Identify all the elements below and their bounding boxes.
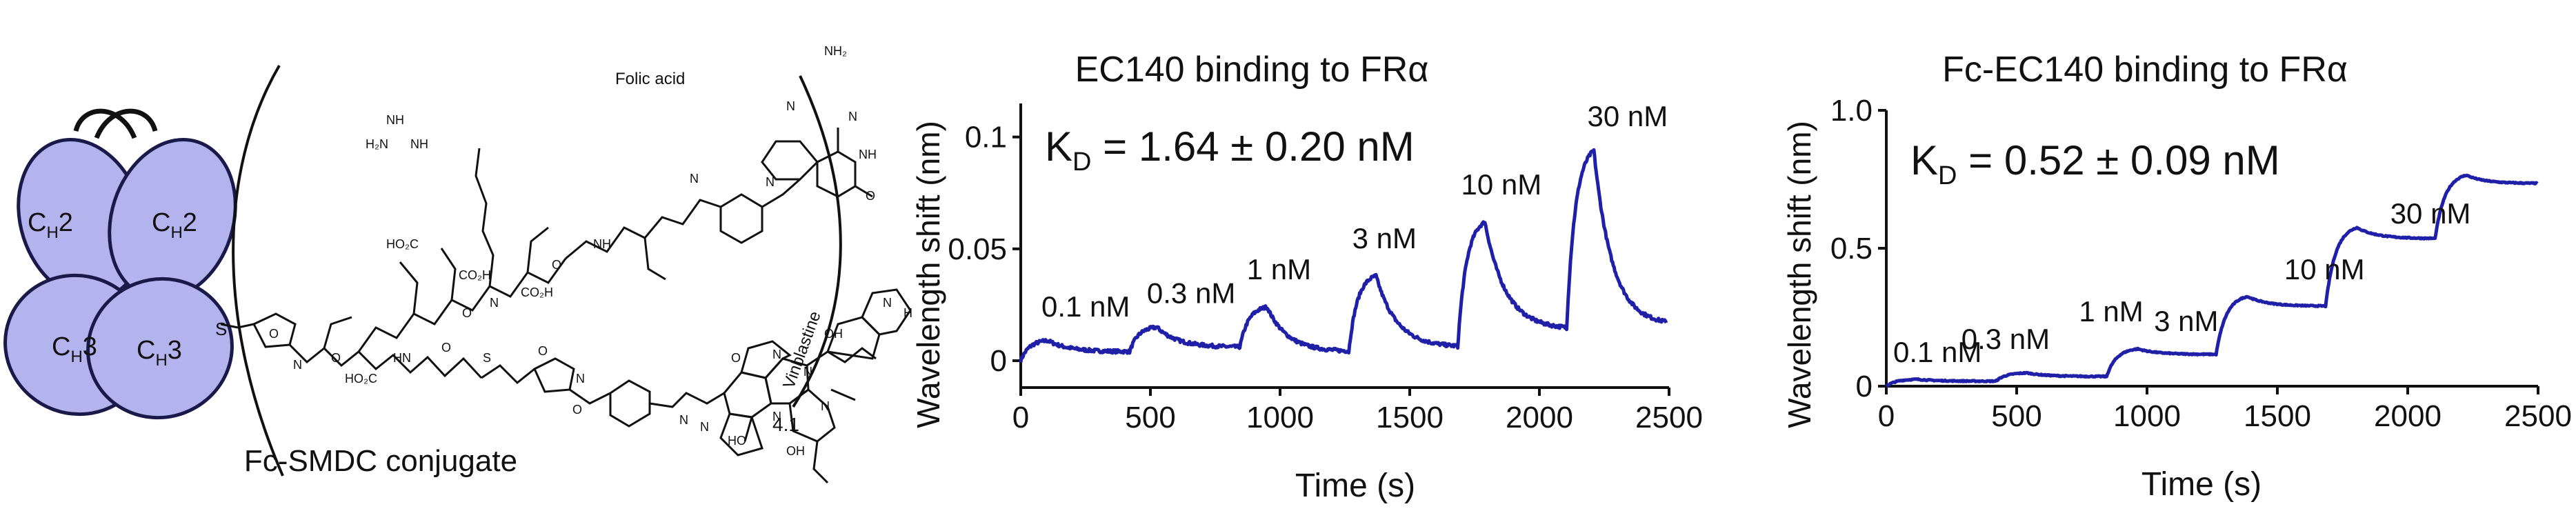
svg-text:N: N	[576, 372, 585, 385]
y-tick-label: 0	[990, 344, 1007, 378]
step-label: 0.1 nM	[1893, 336, 1981, 368]
fc-hinge-right	[94, 108, 158, 139]
y-tick-label: 1.0	[1830, 94, 1873, 128]
y-tick-label: 0.5	[1830, 232, 1873, 266]
x-tick-label: 2000	[2374, 399, 2442, 433]
svg-text:NH: NH	[386, 113, 404, 127]
chart-title: Fc-EC140 binding to FRα	[1942, 50, 2348, 90]
ch3-domain-right	[86, 277, 234, 420]
svg-text:O: O	[462, 306, 472, 320]
x-tick-label: 500	[1991, 399, 2041, 433]
step-label: 1 nM	[2079, 295, 2143, 328]
x-tick-label: 0	[1878, 399, 1895, 433]
kd-annotation: KD = 0.52 ± 0.09 nM	[1910, 137, 2280, 190]
svg-text:O: O	[866, 189, 875, 203]
step-label: 1 nM	[1247, 253, 1311, 285]
step-label: 0.3 nM	[1147, 277, 1235, 309]
svg-text:N: N	[772, 348, 781, 361]
svg-text:NH: NH	[410, 137, 428, 151]
ch2-left-label: CH2	[28, 208, 73, 242]
y-tick-label: 0.1	[965, 121, 1007, 154]
svg-text:N: N	[490, 296, 499, 310]
svg-text:CO₂H: CO₂H	[459, 268, 491, 282]
chart-title: EC140 binding to FRα	[1075, 50, 1429, 90]
binding-trace	[1019, 148, 1668, 363]
svg-text:N: N	[700, 420, 709, 434]
x-tick-label: 1500	[2244, 399, 2311, 433]
fc-ec140-binding-chart: Fc-EC140 binding to FRα Wavelength shift…	[1781, 50, 2572, 503]
svg-text:NH: NH	[859, 148, 877, 161]
svg-text:HO₂C: HO₂C	[345, 372, 377, 385]
svg-text:N: N	[679, 413, 688, 427]
x-tick-label: 1500	[1376, 401, 1444, 434]
folic-acid-label: Folic acid	[615, 70, 685, 88]
chemical-structure	[237, 128, 912, 484]
step-label: 3 nM	[2154, 305, 2218, 337]
svg-text:N: N	[772, 410, 781, 423]
svg-text:HO₂C: HO₂C	[386, 237, 419, 251]
schematic-caption: Fc-SMDC conjugate	[244, 444, 517, 478]
step-label: 10 nM	[2284, 253, 2365, 285]
step-label: 0.3 nM	[1961, 323, 2050, 355]
ch3-left-label: CH3	[52, 332, 97, 366]
svg-text:N: N	[293, 358, 302, 372]
svg-text:OH: OH	[824, 327, 843, 341]
svg-text:O: O	[731, 351, 741, 365]
ch3-right-label: CH3	[137, 336, 182, 370]
fc-hinge-left	[73, 108, 137, 139]
y-axis-label: Wavelength shift (nm)	[910, 121, 946, 428]
x-tick-label: 0	[1012, 401, 1029, 434]
y-tick-label: 0.05	[948, 232, 1007, 266]
x-tick-label: 500	[1125, 401, 1175, 434]
ch2-right-label: CH2	[152, 208, 197, 242]
x-axis-label: Time (s)	[2141, 466, 2262, 503]
x-tick-label: 2000	[1506, 401, 1573, 434]
svg-text:OH: OH	[786, 444, 805, 458]
linker-bond	[220, 323, 239, 329]
svg-text:N: N	[883, 296, 892, 310]
step-label: 30 nM	[2390, 197, 2471, 230]
svg-text:NH₂: NH₂	[824, 44, 847, 58]
svg-text:S: S	[483, 351, 491, 365]
svg-text:O: O	[552, 258, 561, 272]
left-bracket	[232, 64, 284, 477]
svg-text:N: N	[803, 365, 812, 379]
step-label: 3 nM	[1352, 222, 1417, 254]
x-tick-label: 1000	[2113, 399, 2181, 433]
svg-text:N: N	[690, 172, 699, 186]
kd-annotation: KD = 1.64 ± 0.20 nM	[1045, 123, 1415, 177]
svg-text:O: O	[269, 327, 279, 341]
atom-labels: NH H₂N NH NH₂ N N NH O N N O NH CO₂H N O…	[269, 44, 912, 458]
svg-text:O: O	[331, 351, 341, 365]
linker-sulfur-label: S	[215, 319, 227, 339]
svg-text:HO: HO	[728, 434, 746, 448]
fc-smdc-schematic: CH2 CH2 CH3 CH3 S 4.1	[3, 44, 912, 484]
vinblastine-label: Vinblastine	[779, 309, 824, 391]
binding-trace	[1885, 173, 2539, 388]
x-tick-label: 2500	[2504, 399, 2572, 433]
y-tick-label: 0	[1856, 370, 1873, 403]
y-axis-label: Wavelength shift (nm)	[1781, 121, 1817, 428]
step-label: 30 nM	[1587, 100, 1668, 132]
svg-text:N: N	[786, 99, 795, 113]
x-tick-label: 2500	[1635, 401, 1703, 434]
svg-text:HN: HN	[393, 351, 411, 365]
ec140-binding-chart: EC140 binding to FRα Wavelength shift (n…	[910, 50, 1703, 504]
step-label: 0.1 nM	[1041, 290, 1130, 323]
svg-text:CO₂H: CO₂H	[521, 285, 553, 299]
svg-text:N: N	[848, 110, 857, 123]
svg-text:H: H	[903, 306, 912, 320]
right-bracket	[792, 75, 842, 408]
svg-text:NH: NH	[593, 237, 611, 251]
svg-text:N: N	[821, 399, 830, 413]
svg-text:N: N	[766, 175, 775, 189]
step-label: 10 nM	[1461, 168, 1542, 201]
svg-text:O: O	[538, 344, 548, 358]
x-axis-label: Time (s)	[1295, 468, 1415, 504]
svg-text:H₂N: H₂N	[366, 137, 388, 151]
svg-text:O: O	[441, 341, 451, 354]
svg-text:O: O	[572, 403, 582, 417]
x-tick-label: 1000	[1246, 401, 1314, 434]
